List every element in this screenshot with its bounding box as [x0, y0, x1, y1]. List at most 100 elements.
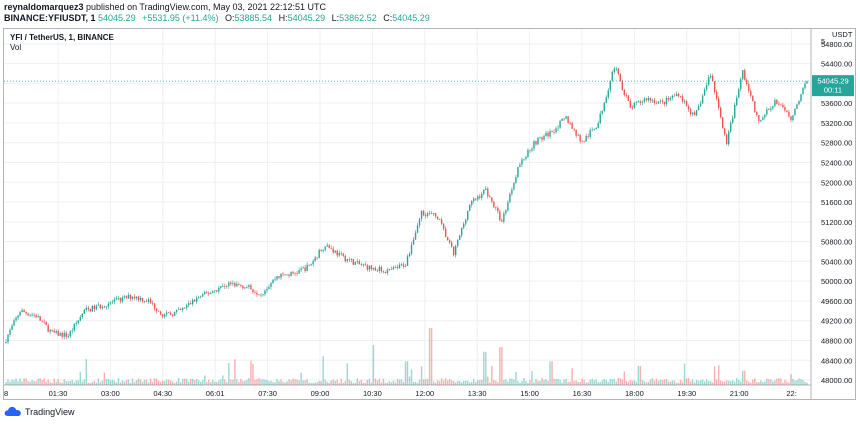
volume-bar — [129, 382, 132, 385]
ohlc-bar: BINANCE:YFIUSDT, 1 54045.29 +5531.95 (+1… — [4, 13, 430, 23]
volume-bar — [537, 380, 539, 385]
candle-body — [11, 325, 13, 330]
y-tick-label: 49600.00 — [821, 297, 852, 306]
x-tick-label-partial: 8 — [4, 389, 8, 398]
volume-bar — [216, 382, 218, 385]
volume-bar — [372, 345, 375, 385]
candle-body — [183, 307, 186, 309]
candle-body — [177, 309, 180, 310]
volume-bar — [220, 379, 222, 385]
volume-bar — [440, 378, 443, 385]
volume-bar — [141, 381, 144, 385]
candle-body — [601, 110, 603, 114]
volume-bar — [623, 371, 626, 385]
candle-body — [553, 132, 555, 133]
candle-body — [101, 306, 104, 309]
volume-bar — [481, 379, 483, 385]
candle-body — [762, 117, 764, 121]
candle-body — [790, 116, 792, 121]
volume-bar — [408, 376, 411, 385]
candle-body — [41, 320, 43, 322]
volume-bar — [260, 379, 262, 385]
candle-body — [465, 219, 467, 224]
volume-bar — [699, 380, 702, 385]
candle-body — [342, 253, 344, 256]
volume-bar — [798, 378, 800, 385]
volume-bar — [224, 379, 226, 385]
volume-bar — [119, 382, 122, 385]
candle-body — [276, 276, 278, 280]
high-label: H: — [278, 13, 288, 23]
volume-bar — [465, 380, 467, 385]
volume-bar — [374, 378, 377, 385]
candle-body — [420, 210, 423, 219]
candle-body — [147, 299, 150, 302]
volume-bar — [750, 382, 752, 385]
volume-bar — [715, 379, 718, 385]
volume-bar — [308, 382, 310, 385]
candle-body — [17, 315, 19, 318]
chart-frame[interactable] — [3, 28, 856, 400]
candle-body — [314, 257, 316, 262]
candle-body — [505, 210, 507, 214]
volume-bar — [324, 379, 326, 385]
candle-body — [689, 109, 692, 115]
candle-body — [87, 307, 90, 309]
candle-body — [497, 207, 499, 212]
candle-body — [675, 93, 678, 96]
volume-bar — [428, 328, 431, 385]
candle-body — [380, 266, 383, 272]
candle-body — [396, 267, 399, 269]
candle-body — [228, 282, 230, 287]
candle-body — [121, 297, 124, 302]
volume-bar — [613, 378, 615, 385]
volume-bar — [404, 361, 407, 385]
candle-body — [575, 129, 577, 136]
candle-body — [446, 236, 449, 241]
candle-body — [81, 313, 83, 317]
candle-body — [196, 297, 198, 302]
candle-body — [511, 189, 513, 194]
open-value: 53885.54 — [234, 13, 273, 23]
volume-bar — [495, 380, 497, 385]
volume-bar — [360, 379, 363, 385]
candle-body — [33, 314, 35, 316]
volume-bar — [153, 378, 156, 385]
volume-bar — [547, 380, 549, 385]
y-tick-label: 53600.00 — [821, 99, 852, 108]
candle-body — [529, 150, 531, 151]
volume-bar — [768, 379, 770, 385]
volume-bar — [5, 381, 7, 385]
candle-body — [210, 292, 212, 294]
candle-body — [194, 299, 196, 302]
volume-bar — [250, 360, 252, 385]
volume-bar — [204, 375, 206, 385]
volume-bar — [21, 381, 23, 385]
volume-bar — [458, 380, 461, 385]
volume-legend: Vol — [10, 43, 22, 52]
y-tick-label: 49200.00 — [821, 317, 852, 326]
volume-bar — [788, 382, 790, 385]
volume-bar — [806, 382, 808, 385]
volume-bar — [414, 381, 417, 385]
candle-body — [701, 95, 704, 104]
candle-body — [784, 107, 786, 111]
volume-bar — [543, 379, 545, 385]
price-change: +5531.95 (+11.4%) — [142, 13, 219, 23]
volume-bar — [113, 380, 116, 385]
volume-bar — [191, 378, 194, 385]
y-tick-label: 50800.00 — [821, 238, 852, 247]
candle-body — [67, 336, 69, 337]
volume-bar — [665, 378, 668, 385]
candle-body — [125, 296, 128, 299]
volume-bar — [19, 378, 21, 385]
candle-body — [440, 219, 443, 224]
candle-body — [458, 235, 461, 240]
volume-bar — [228, 363, 230, 385]
candle-body — [296, 273, 298, 275]
candle-body — [392, 267, 395, 270]
candle-body — [294, 273, 296, 274]
candle-body — [316, 257, 318, 259]
tradingview-logo[interactable]: TradingView — [4, 406, 75, 417]
